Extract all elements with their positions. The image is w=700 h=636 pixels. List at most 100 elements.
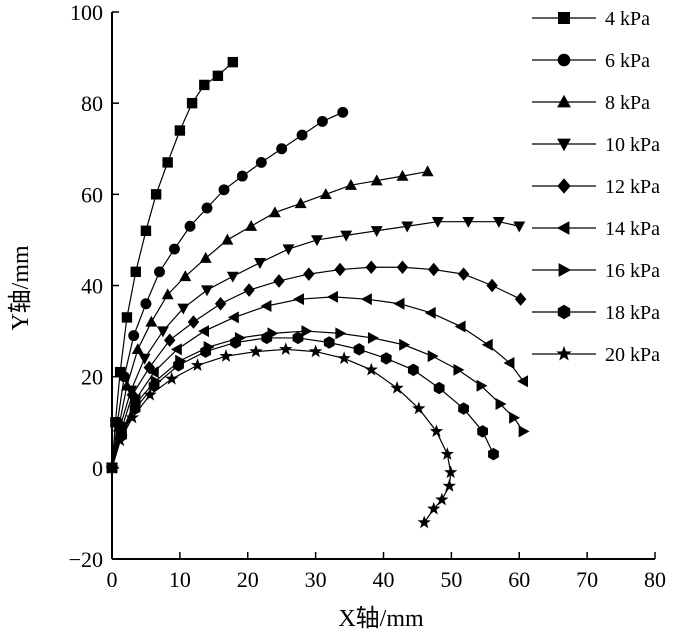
marker-diamond [303,267,315,281]
marker-star [308,344,323,358]
marker-hexagon [380,352,392,365]
marker-star [337,351,351,365]
marker-square [121,312,133,323]
marker-diamond [365,260,378,275]
marker-triangle-right [518,425,530,438]
marker-square [227,56,239,68]
marker-triangle-down [201,285,214,297]
legend-item: 20 kPa [532,344,660,366]
marker-star [427,501,441,515]
marker-square [130,266,141,278]
marker-diamond [163,333,176,347]
marker-star [249,344,263,358]
marker-circle [337,106,349,118]
legend-label: 18 kPa [605,302,660,324]
marker-circle [296,129,308,141]
marker-circle [154,266,165,278]
marker-hexagon [323,336,335,349]
x-tick-label: 40 [373,567,395,592]
marker-triangle-down [177,303,190,315]
x-tick-label: 80 [644,567,666,592]
marker-triangle-up [557,94,571,108]
marker-hexagon [353,343,365,356]
marker-square [140,225,152,236]
x-tick-label: 70 [576,567,598,592]
marker-circle [128,330,140,342]
legend-item: 14 kPa [532,218,660,240]
y-tick-label: 80 [81,91,103,116]
marker-triangle-up [179,270,192,282]
legend-item: 4 kPa [532,8,650,30]
x-tick-label: 20 [237,567,259,592]
marker-triangle-left [260,300,272,312]
legend-item: 18 kPa [532,302,660,324]
series-8 [106,331,499,475]
marker-triangle-down [311,235,323,247]
marker-square [186,97,198,109]
marker-star [435,492,449,506]
marker-square [150,189,162,200]
series-layer [105,56,530,529]
legend-label: 20 kPa [605,344,660,366]
series-1 [106,56,239,474]
marker-hexagon [557,304,571,320]
y-tick-label: 100 [70,0,103,25]
marker-triangle-down [340,230,353,242]
x-tick-label: 0 [107,567,118,592]
marker-circle [168,243,180,255]
marker-triangle-up [370,174,383,186]
marker-triangle-right [335,327,347,340]
marker-triangle-up [221,233,234,245]
series-line [111,111,344,468]
legend-item: 10 kPa [532,134,660,156]
marker-star [440,447,454,460]
series-7 [107,325,530,474]
marker-triangle-up [421,165,434,177]
marker-circle [557,53,571,67]
legend-label: 12 kPa [605,176,660,198]
series-9 [105,342,458,529]
marker-triangle-down [282,244,295,256]
legend-label: 16 kPa [605,260,660,282]
marker-triangle-down [431,217,444,228]
marker-triangle-left [170,343,182,356]
marker-circle [236,170,248,182]
marker-star [412,401,426,415]
y-tick-label: 60 [81,182,103,207]
x-tick-label: 60 [508,567,530,592]
legend-item: 8 kPa [532,92,650,114]
series-5 [106,260,527,475]
legend-item: 6 kPa [532,50,650,72]
marker-circle [218,184,230,196]
marker-hexagon [458,402,469,415]
marker-star [219,349,233,362]
marker-triangle-up [161,288,174,300]
marker-hexagon [200,345,212,358]
y-tick-label: 40 [81,274,103,299]
marker-star [444,465,458,479]
marker-triangle-left [503,357,515,369]
marker-circle [118,371,130,383]
marker-square [114,366,126,378]
marker-square [174,125,186,136]
marker-triangle-down [138,353,151,365]
marker-triangle-left [481,338,493,351]
marker-triangle-right [558,263,572,277]
marker-square [558,12,570,24]
y-tick-label: 0 [92,456,103,481]
marker-star [390,381,404,394]
marker-diamond [486,278,498,293]
legend-label: 10 kPa [605,134,660,156]
series-2 [106,106,349,474]
marker-triangle-right [427,350,439,363]
marker-triangle-right [509,411,521,424]
marker-star [125,410,140,424]
marker-star [364,362,378,376]
marker-hexagon [173,359,184,372]
marker-hexagon [292,331,304,345]
marker-star [113,433,127,447]
marker-circle [316,115,328,127]
marker-diamond [273,274,285,288]
marker-diamond [514,292,527,306]
